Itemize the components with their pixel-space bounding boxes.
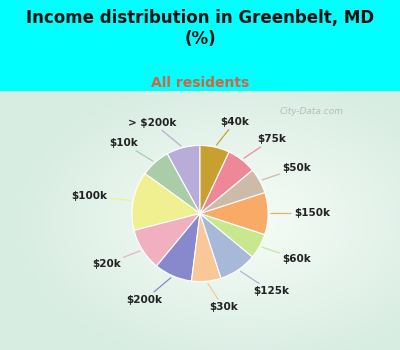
Text: $200k: $200k <box>127 278 171 305</box>
Wedge shape <box>200 146 229 214</box>
Wedge shape <box>145 154 200 214</box>
Text: $150k: $150k <box>271 209 330 218</box>
Text: City-Data.com: City-Data.com <box>280 107 344 116</box>
Text: $40k: $40k <box>216 117 249 145</box>
Text: $125k: $125k <box>240 271 289 296</box>
Wedge shape <box>200 214 265 257</box>
Text: $60k: $60k <box>262 247 311 264</box>
Text: $100k: $100k <box>72 191 130 201</box>
Wedge shape <box>132 174 200 230</box>
Wedge shape <box>167 146 200 214</box>
Wedge shape <box>200 152 252 214</box>
Text: Income distribution in Greenbelt, MD
(%): Income distribution in Greenbelt, MD (%) <box>26 9 374 48</box>
Text: $50k: $50k <box>262 163 311 180</box>
Wedge shape <box>192 214 221 281</box>
Text: $75k: $75k <box>244 134 286 158</box>
Wedge shape <box>134 214 200 266</box>
Text: $20k: $20k <box>92 251 140 269</box>
Text: $10k: $10k <box>109 138 153 161</box>
Wedge shape <box>200 170 265 214</box>
Text: All residents: All residents <box>151 76 249 90</box>
Text: $30k: $30k <box>208 284 238 312</box>
Wedge shape <box>157 214 200 281</box>
Text: > $200k: > $200k <box>128 118 181 146</box>
Wedge shape <box>200 193 268 235</box>
Wedge shape <box>200 214 252 278</box>
